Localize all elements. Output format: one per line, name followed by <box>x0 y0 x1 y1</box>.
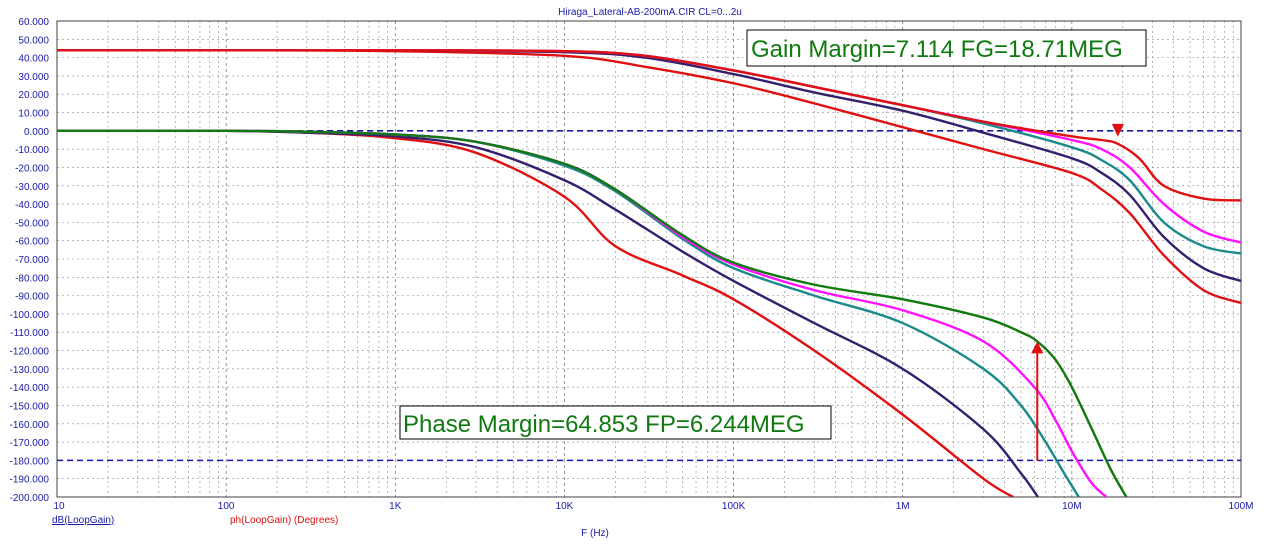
y-tick-label: 10.000 <box>18 109 49 120</box>
y-tick-label: -60.000 <box>15 237 49 248</box>
y-tick-label: -50.000 <box>15 218 49 229</box>
y-tick-label: 60.000 <box>18 17 49 28</box>
y-tick-label: -140.000 <box>10 383 50 394</box>
y-tick-label: -20.000 <box>15 163 49 174</box>
y-tick-label: -180.000 <box>10 456 50 467</box>
x-axis-label: F (Hz) <box>581 528 609 539</box>
series-line <box>57 49 1241 202</box>
x-tick-label: 100K <box>722 501 746 512</box>
phase-margin-box: Phase Margin=64.853 FP=6.244MEG <box>399 405 832 440</box>
y-tick-label: -70.000 <box>15 255 49 266</box>
y-tick-label: -200.000 <box>10 493 50 504</box>
series-line <box>57 129 1128 497</box>
y-tick-label: -120.000 <box>10 347 50 358</box>
reference-lines <box>57 130 1241 462</box>
ticks: 10 100 1K 10K 100K 1M 10M 100M 60.000 50.000 40.00… <box>10 17 1254 512</box>
y-tick-label: 30.000 <box>18 72 49 83</box>
x-tick-label: 100M <box>1228 501 1253 512</box>
x-tick-label: 10 <box>53 501 65 512</box>
y-tick-label: 0.000 <box>24 127 49 138</box>
x-tick-label: 1M <box>896 501 910 512</box>
y-tick-label: 50.000 <box>18 35 49 46</box>
legend-phase-label: ph(LoopGain) (Degrees) <box>230 515 338 526</box>
y-tick-label: -30.000 <box>15 182 49 193</box>
y-tick-label: -90.000 <box>15 292 49 303</box>
y-tick-label: -170.000 <box>10 438 50 449</box>
x-tick-label: 1K <box>389 501 402 512</box>
y-tick-label: -150.000 <box>10 401 50 412</box>
gain-margin-box: Gain Margin=7.114 FG=18.71MEG <box>746 29 1147 67</box>
y-tick-label: -110.000 <box>10 328 49 339</box>
phase-margin-label: Phase Margin=64.853 FP=6.244MEG <box>403 411 805 438</box>
chart-title: Hiraga_Lateral-AB-200mA.CIR CL=0...2u <box>558 7 742 18</box>
y-tick-label: -190.000 <box>10 475 50 486</box>
y-tick-label: -40.000 <box>15 200 49 211</box>
y-tick-label: -130.000 <box>10 365 50 376</box>
y-tick-label: 20.000 <box>18 90 49 101</box>
x-tick-label: 100 <box>218 501 235 512</box>
x-tick-label: 10K <box>556 501 574 512</box>
legend-db-label: dB(LoopGain) <box>52 515 114 526</box>
y-tick-label: 40.000 <box>18 54 49 65</box>
phase-margin-arrow-head <box>1031 341 1044 354</box>
y-tick-label: -10.000 <box>15 145 49 156</box>
gain-margin-label: Gain Margin=7.114 FG=18.71MEG <box>751 36 1123 63</box>
y-tick-label: -160.000 <box>10 420 50 431</box>
y-tick-label: -100.000 <box>10 310 50 321</box>
y-tick-label: -80.000 <box>15 273 49 284</box>
markers <box>1031 123 1124 461</box>
series-group <box>57 48 1241 497</box>
gain-margin-marker <box>1111 123 1124 137</box>
plot-frame <box>56 20 1242 498</box>
x-tick-label: 10M <box>1062 501 1081 512</box>
